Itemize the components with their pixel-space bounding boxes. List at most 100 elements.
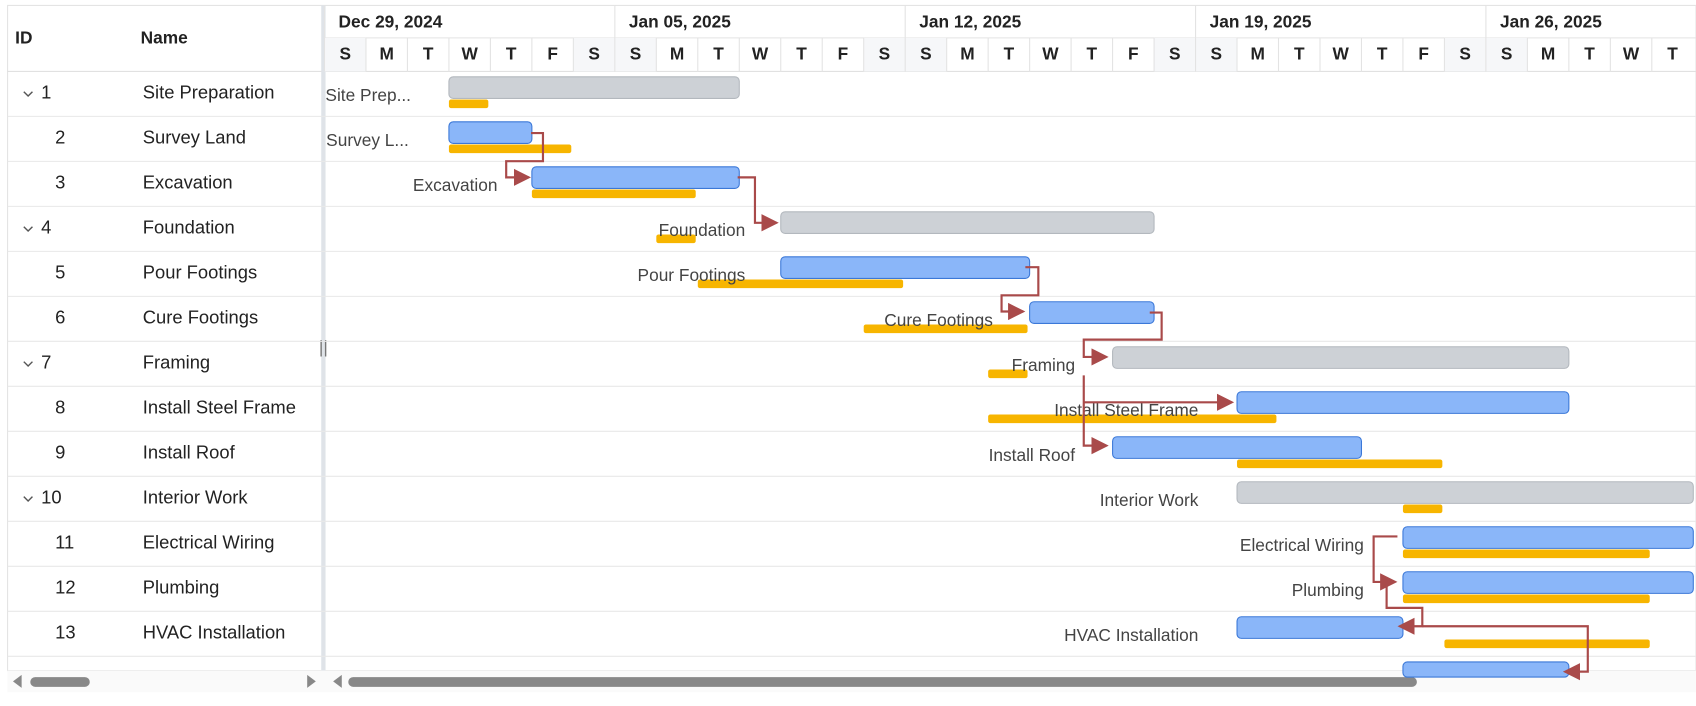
- task-name: Pour Footings: [143, 262, 257, 283]
- bar-label: Excavation: [413, 175, 498, 195]
- task-name: Framing: [143, 352, 210, 373]
- expand-toggle[interactable]: [23, 361, 33, 368]
- day-label: M: [1541, 44, 1555, 64]
- scroll-left[interactable]: [333, 674, 342, 688]
- task-id: 8: [55, 397, 65, 418]
- baseline-bar: [448, 99, 489, 109]
- bar-label: Survey L...: [326, 130, 409, 150]
- task-id: 11: [55, 532, 74, 553]
- summary-bar[interactable]: [780, 211, 1155, 234]
- day-label: S: [879, 44, 891, 64]
- task-name: Plumbing: [143, 577, 220, 598]
- day-label: W: [1333, 44, 1350, 64]
- task-bar[interactable]: [1236, 616, 1404, 639]
- day-label: T: [796, 44, 807, 64]
- bar-label: Foundation: [659, 220, 746, 240]
- task-bar[interactable]: [1112, 436, 1363, 459]
- task-bar[interactable]: [531, 166, 740, 189]
- day-label: S: [920, 44, 932, 64]
- task-name: HVAC Installation: [143, 622, 286, 643]
- scroll-right[interactable]: [307, 674, 316, 688]
- baseline-bar: [448, 144, 572, 154]
- scroll-thumb[interactable]: [348, 677, 1417, 687]
- baseline-bar: [656, 234, 696, 244]
- day-label: T: [1377, 44, 1388, 64]
- bar-label: Install Steel Frame: [1054, 400, 1198, 420]
- day-label: W: [461, 44, 478, 64]
- summary-bar[interactable]: [1236, 481, 1694, 504]
- baseline-bar: [531, 189, 696, 199]
- task-name: Cure Footings: [143, 307, 258, 328]
- bar-label: Pour Footings: [638, 265, 746, 285]
- day-label: F: [547, 44, 558, 64]
- scroll-left[interactable]: [12, 674, 22, 688]
- weekend-header: [863, 37, 906, 72]
- day-label: W: [1042, 44, 1059, 64]
- task-id: 7: [41, 352, 51, 373]
- baseline-bar: [1237, 459, 1443, 469]
- summary-bar[interactable]: [1112, 346, 1570, 369]
- bar-label: Install Roof: [989, 445, 1076, 465]
- task-id: 13: [55, 622, 75, 643]
- task-id: 3: [55, 172, 65, 193]
- day-label: M: [1251, 44, 1265, 64]
- column-header[interactable]: Name: [141, 28, 188, 48]
- dependency-line: [737, 176, 779, 232]
- day-label: S: [1211, 44, 1223, 64]
- task-bar[interactable]: [1029, 301, 1155, 324]
- day-label: T: [1087, 44, 1098, 64]
- day-label: F: [1418, 44, 1429, 64]
- frame: [7, 4, 1696, 672]
- task-name: Excavation: [143, 172, 233, 193]
- week-label: Jan 19, 2025: [1210, 11, 1312, 31]
- task-bar[interactable]: [1402, 571, 1694, 594]
- baseline-bar: [863, 324, 1028, 334]
- day-label: W: [1623, 44, 1640, 64]
- day-label: M: [670, 44, 684, 64]
- scroll-thumb[interactable]: [30, 677, 90, 687]
- bar-label: Plumbing: [1292, 580, 1364, 600]
- week-label: Dec 29, 2024: [339, 11, 443, 31]
- expand-toggle[interactable]: [23, 226, 33, 233]
- summary-bar[interactable]: [448, 76, 740, 99]
- task-id: 2: [55, 127, 65, 148]
- task-id: 5: [55, 262, 65, 283]
- task-bar[interactable]: [448, 121, 533, 144]
- day-label: T: [713, 44, 724, 64]
- task-name: Install Roof: [143, 442, 236, 463]
- day-label: M: [379, 44, 393, 64]
- task-name: Site Preparation: [143, 82, 275, 103]
- week-label: Jan 05, 2025: [629, 11, 731, 31]
- dependency-line: [1000, 266, 1040, 321]
- day-label: S: [588, 44, 600, 64]
- day-label: S: [1501, 44, 1513, 64]
- task-bar[interactable]: [780, 256, 1031, 279]
- bar-label: HVAC Installation: [1064, 625, 1198, 645]
- task-id: 1: [41, 82, 51, 103]
- weekend-header: [324, 37, 366, 72]
- task-bar[interactable]: [1236, 391, 1570, 414]
- splitter-grip[interactable]: ||: [319, 337, 328, 357]
- weekend-header: [1444, 37, 1486, 72]
- baseline-bar: [1402, 549, 1650, 559]
- expand-toggle[interactable]: [23, 91, 33, 98]
- bar-label: Interior Work: [1100, 490, 1199, 510]
- bar-label: Site Prep...: [325, 85, 411, 105]
- day-label: T: [1584, 44, 1595, 64]
- splitter[interactable]: [321, 5, 326, 671]
- task-id: 6: [55, 307, 65, 328]
- task-bar[interactable]: [1402, 526, 1694, 549]
- dependency-line: [1385, 581, 1424, 635]
- week-label: Jan 26, 2025: [1500, 11, 1602, 31]
- dependency-line: [1372, 535, 1398, 591]
- expand-toggle[interactable]: [23, 496, 33, 502]
- day-label: F: [838, 44, 849, 64]
- task-id: 10: [41, 487, 61, 508]
- task-name: Interior Work: [143, 487, 249, 508]
- weekend-header: [905, 37, 947, 72]
- day-label: T: [1667, 44, 1678, 64]
- column-header[interactable]: ID: [15, 28, 32, 48]
- dependency-line: [1082, 311, 1163, 366]
